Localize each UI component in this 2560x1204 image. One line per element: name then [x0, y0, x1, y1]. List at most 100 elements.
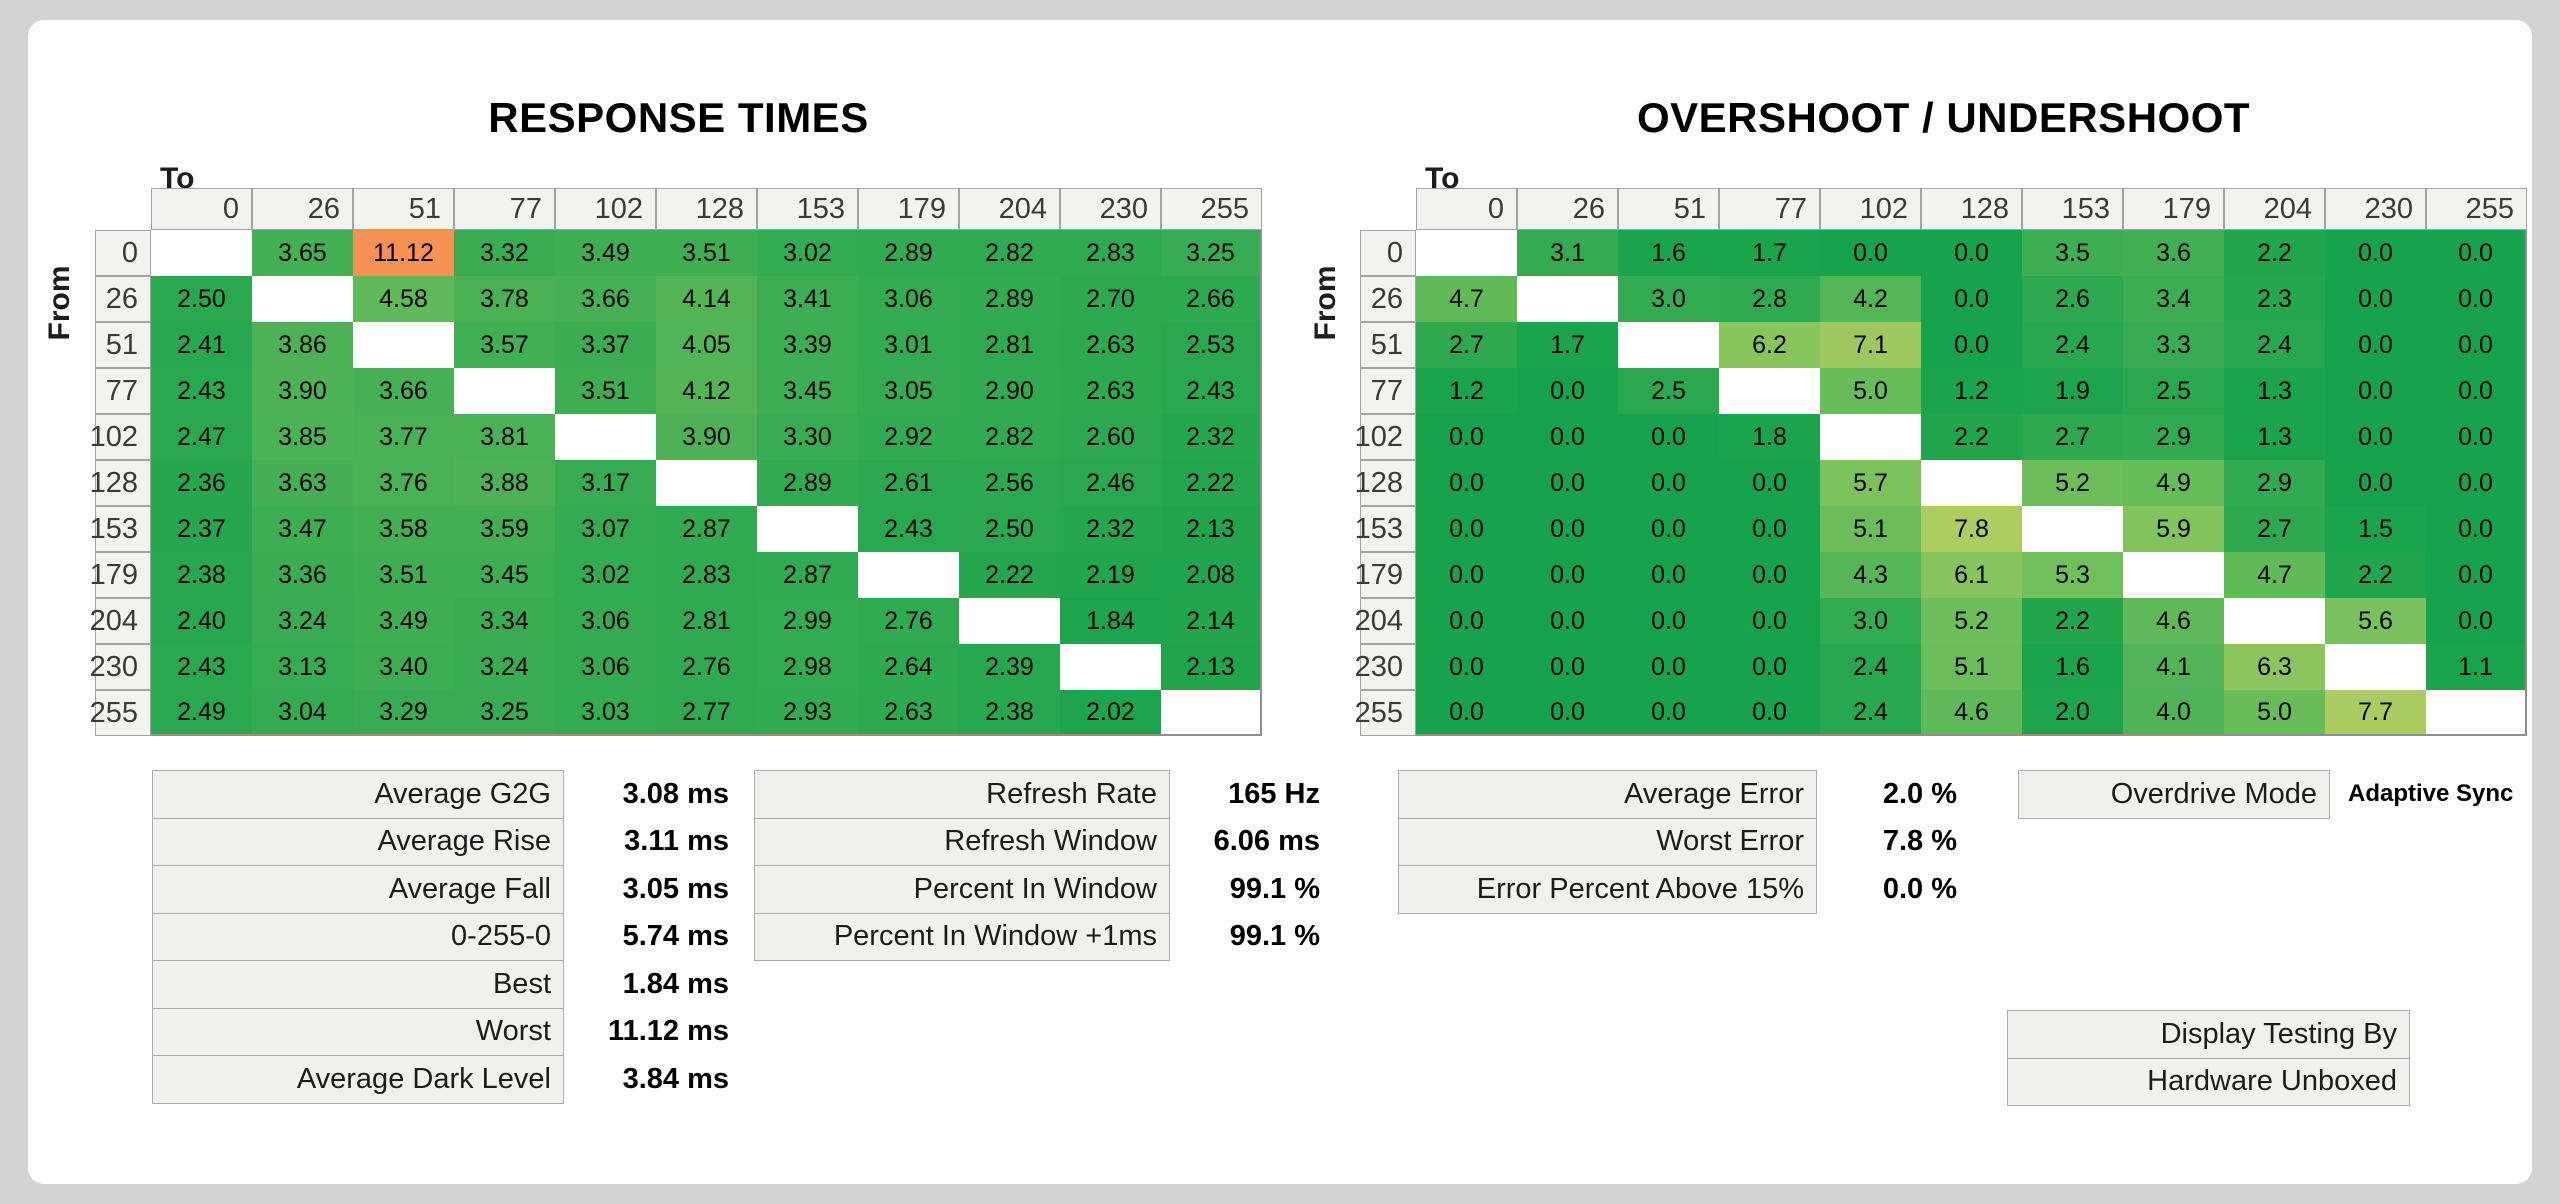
heatmap-cell: 2.38 — [151, 552, 252, 598]
heatmap-cell: 2.39 — [959, 644, 1060, 690]
heatmap-cell: 3.51 — [555, 368, 656, 414]
heatmap-cell: 3.03 — [555, 690, 656, 736]
heatmap-cell: 0.0 — [2426, 276, 2527, 322]
stat-label-cell: Best — [152, 960, 564, 1009]
right-from-axis-label: From — [1309, 265, 1342, 341]
heatmap-cell: 2.4 — [2022, 322, 2123, 368]
stat-label-cell: Worst Error — [1398, 817, 1817, 866]
heatmap-cell: 1.84 — [1060, 598, 1161, 644]
row-header-128: 128 — [1355, 460, 1416, 506]
heatmap-cell: 2.37 — [151, 506, 252, 552]
heatmap-cell — [1719, 368, 1820, 414]
stat-row: Hardware Unboxed — [2007, 1057, 2410, 1106]
heatmap-cell: 2.56 — [959, 460, 1060, 506]
left-from-axis-label: From — [43, 265, 76, 341]
heatmap-cell — [252, 276, 353, 322]
stat-row: Average Dark Level 3.84 ms — [152, 1055, 729, 1104]
col-header-230: 230 — [2325, 188, 2426, 230]
stat-row: Error Percent Above 15% 0.0 % — [1398, 865, 1957, 914]
stat-row: Display Testing By — [2007, 1010, 2410, 1059]
heatmap-cell: 2.53 — [1161, 322, 1262, 368]
stat-value: 99.1 % — [1229, 872, 1320, 905]
heatmap-cell — [2123, 552, 2224, 598]
response-times-heatmap: 0 26 51 77 102 128 153 179 204 230 255 0 3.65 11.12 3.… — [90, 188, 1262, 736]
heatmap-cell: 2.81 — [959, 322, 1060, 368]
heatmap-cell: 0.0 — [1820, 230, 1921, 276]
heatmap-cell — [858, 552, 959, 598]
heatmap-cell: 3.24 — [454, 644, 555, 690]
col-header-179: 179 — [2123, 188, 2224, 230]
heatmap-cell: 0.0 — [1618, 414, 1719, 460]
heatmap-cell: 3.32 — [454, 230, 555, 276]
heatmap-cell: 4.7 — [2224, 552, 2325, 598]
row-header-128: 128 — [90, 460, 151, 506]
stat-value: 99.1 % — [1229, 920, 1320, 953]
row-header-179: 179 — [90, 552, 151, 598]
heatmap-cell: 2.87 — [757, 552, 858, 598]
stat-value: 6.06 ms — [1213, 825, 1320, 858]
heatmap-cell: 1.5 — [2325, 506, 2426, 552]
stat-value: 7.8 % — [1882, 825, 1957, 858]
overshoot-heatmap: 0 26 51 77 102 128 153 179 204 230 255 0 3.1 1.6 1.7 0.… — [1355, 188, 2527, 736]
col-header-179: 179 — [858, 188, 959, 230]
heatmap-cell: 6.3 — [2224, 644, 2325, 690]
heatmap-cell: 0.0 — [1416, 460, 1517, 506]
heatmap-cell: 3.65 — [252, 230, 353, 276]
heatmap-cell: 1.6 — [1618, 230, 1719, 276]
heatmap-cell: 2.7 — [1416, 322, 1517, 368]
heatmap-cell: 1.2 — [1416, 368, 1517, 414]
col-header-102: 102 — [555, 188, 656, 230]
heatmap-cell: 2.83 — [1060, 230, 1161, 276]
heatmap-cell: 3.25 — [1161, 230, 1262, 276]
row-header-26: 26 — [95, 276, 151, 322]
heatmap-cell: 2.13 — [1161, 644, 1262, 690]
heatmap-cell — [2325, 644, 2426, 690]
row-header-230: 230 — [1355, 644, 1416, 690]
heatmap-cell: 0.0 — [1416, 552, 1517, 598]
heatmap-cell: 0.0 — [2426, 322, 2527, 368]
heatmap-cell: 0.0 — [2426, 506, 2527, 552]
heatmap-cell: 0.0 — [2325, 414, 2426, 460]
heatmap-cell: 3.66 — [555, 276, 656, 322]
stat-label-cell: Average G2G — [152, 770, 564, 819]
heatmap-cell: 2.40 — [151, 598, 252, 644]
heatmap-cell — [1618, 322, 1719, 368]
heatmap-cell: 3.6 — [2123, 230, 2224, 276]
heatmap-cell: 0.0 — [2426, 368, 2527, 414]
heatmap-cell: 6.2 — [1719, 322, 1820, 368]
heatmap-cell — [2224, 598, 2325, 644]
heatmap-cell: 0.0 — [1416, 414, 1517, 460]
heatmap-cell: 0.0 — [1921, 322, 2022, 368]
heatmap-cell: 0.0 — [1921, 276, 2022, 322]
heatmap-cell: 7.7 — [2325, 690, 2426, 736]
heatmap-cell: 0.0 — [1517, 598, 1618, 644]
heatmap-cell: 3.90 — [252, 368, 353, 414]
stat-value: 165 Hz — [1228, 777, 1320, 810]
heatmap-cell: 0.0 — [1719, 552, 1820, 598]
heatmap-cell: 3.86 — [252, 322, 353, 368]
row-header-179: 179 — [1355, 552, 1416, 598]
heatmap-cell: 4.7 — [1416, 276, 1517, 322]
heatmap-cell — [2426, 690, 2527, 736]
heatmap-cell — [1161, 690, 1262, 736]
stat-row: Percent In Window +1ms 99.1 % — [754, 912, 1320, 961]
heatmap-cell: 0.0 — [1719, 644, 1820, 690]
heatmap-cell: 3.02 — [555, 552, 656, 598]
heatmap-cell: 2.61 — [858, 460, 959, 506]
heatmap-cell: 2.63 — [858, 690, 959, 736]
row-header-255: 255 — [1355, 690, 1416, 736]
heatmap-cell: 3.1 — [1517, 230, 1618, 276]
heatmap-cell: 2.63 — [1060, 368, 1161, 414]
stat-label-cell: Average Dark Level — [152, 1055, 564, 1104]
row-header-51: 51 — [1360, 322, 1416, 368]
heatmap-cell: 0.0 — [1517, 690, 1618, 736]
stat-row: Average Rise 3.11 ms — [152, 817, 729, 866]
col-header-128: 128 — [656, 188, 757, 230]
stat-label-cell: 0-255-0 — [152, 912, 564, 961]
overdrive-mode-table: Overdrive Mode Adaptive Sync — [2018, 770, 2513, 819]
heatmap-cell: 2.66 — [1161, 276, 1262, 322]
heatmap-cell: 2.50 — [959, 506, 1060, 552]
heatmap-cell: 0.0 — [2325, 276, 2426, 322]
heatmap-cell: 0.0 — [1921, 230, 2022, 276]
